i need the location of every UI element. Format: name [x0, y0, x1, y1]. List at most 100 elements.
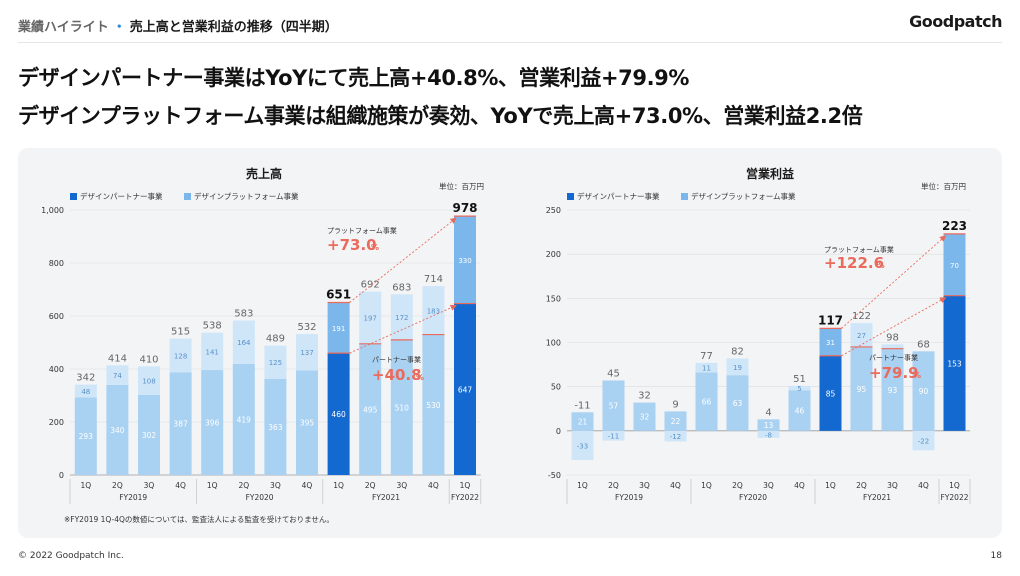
chart2-bar-partner: [602, 380, 625, 431]
chart2-total-label: 117: [818, 313, 843, 327]
chart2-data-label-partner: 13: [764, 421, 774, 430]
chart2-total-label: 223: [942, 219, 967, 233]
chart2-unit-label: 単位：百万円: [921, 181, 966, 191]
chart1-category-label: 2Q: [365, 481, 376, 490]
chart1-bar-platform: [74, 384, 97, 398]
chart2-bar-partner: [757, 419, 780, 431]
chart2-data-label-platform: -12: [670, 433, 681, 441]
chart2-category-label: 4Q: [670, 481, 681, 490]
chart1-data-label-partner: 460: [331, 410, 346, 419]
chart1-bar-partner: [138, 394, 160, 475]
chart1-bar-partner: [296, 370, 318, 475]
chart2-ytick-label: 150: [546, 294, 561, 303]
chart1-data-label-partner: 302: [142, 431, 157, 440]
chart2-data-label-partner: 57: [609, 402, 619, 411]
chart2-annotation-label: プラットフォーム事業: [824, 245, 894, 254]
chart1-data-label-platform: 197: [364, 315, 377, 323]
chart1-category-label: 1Q: [460, 481, 471, 490]
chart2-data-label-partner: 153: [947, 359, 962, 368]
chart1-category-label: 3Q: [270, 481, 281, 490]
chart2-category-label: 4Q: [918, 481, 929, 490]
chart1-bar-partner: [169, 372, 192, 475]
chart1-bar-partner: [74, 397, 97, 475]
chart1-bar-platform: [138, 366, 160, 395]
chart2-bar-partner: [695, 372, 718, 431]
chart1-data-label-partner: 363: [268, 423, 283, 432]
chart1-category-label: 4Q: [428, 481, 439, 490]
chart2-data-label-partner: 46: [795, 407, 805, 416]
chart1-data-label-platform: 164: [237, 339, 251, 347]
chart1-unit-label: 単位：百万円: [439, 181, 484, 191]
chart2-group-label: FY2021: [863, 493, 891, 502]
chart2-annotation-unit: %: [913, 371, 921, 380]
chart1-ytick-label: 400: [49, 365, 64, 374]
chart1-bar-platform: [327, 302, 350, 354]
chart2-bar-platform: [788, 385, 811, 391]
chart2-category-label: 2Q: [732, 481, 743, 490]
chart1-ytick-label: 1,000: [41, 206, 64, 215]
goodpatch-logo: Goodpatch: [909, 12, 1002, 31]
chart1-bar-platform: [422, 286, 445, 335]
chart1-total-label: 414: [108, 353, 127, 364]
chart1-group-label: FY2019: [119, 493, 147, 502]
chart2-data-label-partner: 21: [578, 418, 588, 427]
chart1-data-label-platform: 183: [427, 307, 440, 315]
chart2-bar-platform: [664, 430, 687, 442]
chart1-legend-label: デザインパートナー事業: [80, 191, 163, 201]
chart2-annotation-label: パートナー事業: [869, 353, 918, 362]
chart1-data-label-platform: 330: [458, 257, 471, 265]
chart1-data-label-platform: 48: [81, 388, 90, 396]
chart2-category-label: 2Q: [608, 481, 619, 490]
chart1-bar-platform: [106, 365, 129, 385]
chart2-total-label: 51: [793, 374, 806, 385]
chart2-annotation-unit: %: [877, 261, 885, 270]
chart1-bar-partner: [106, 384, 129, 475]
chart1-total-label: 538: [203, 321, 222, 332]
chart2-total-label: 82: [731, 346, 744, 357]
chart1-data-label-partner: 647: [458, 385, 473, 394]
chart2-bar-partner: [912, 351, 935, 431]
headline-line-1: デザインパートナー事業はYoYにて売上高+40.8%、営業利益+79.9%: [18, 66, 690, 90]
chart2-data-label-partner: 32: [640, 413, 650, 422]
chart2-category-label: 1Q: [949, 481, 960, 490]
chart1-data-label-platform: 74: [113, 372, 122, 380]
chart2-bar-partner: [881, 348, 904, 431]
chart2-data-label-partner: 63: [733, 399, 743, 408]
chart1-group-label: FY2021: [372, 493, 400, 502]
chart1-category-label: 1Q: [80, 481, 91, 490]
chart2-bar-partner: [571, 412, 594, 431]
chart2-total-label: 77: [700, 351, 713, 362]
chart1-data-label-partner: 530: [426, 401, 441, 410]
chart1-annotation-value: +73.0: [327, 236, 377, 254]
chart1-bar-platform: [296, 334, 318, 371]
chart1-category-label: 2Q: [112, 481, 123, 490]
chart1-data-label-platform: 137: [300, 349, 313, 357]
chart2-bar-platform: [819, 328, 842, 356]
chart2-data-label-partner: 85: [826, 389, 836, 398]
chart2-legend-swatch: [681, 193, 688, 200]
chart1-legend-swatch: [184, 193, 191, 200]
chart2-bar-partner: [943, 295, 966, 431]
chart2-bar-platform: [912, 430, 935, 451]
chart1-bar-platform: [169, 338, 192, 373]
chart1-bar-partner: [327, 353, 350, 475]
chart1-data-label-partner: 419: [237, 415, 252, 424]
chart1-data-label-partner: 340: [110, 426, 125, 435]
chart2-bar-partner: [850, 346, 873, 431]
chart2-bar-partner: [819, 355, 842, 431]
chart1-category-label: 1Q: [333, 481, 344, 490]
chart1-data-label-platform: 128: [174, 352, 187, 360]
chart1-total-label: 342: [76, 373, 95, 384]
chart1-bar-platform: [232, 320, 255, 364]
chart2-category-label: 1Q: [701, 481, 712, 490]
chart2-ytick-label: 100: [546, 339, 561, 348]
separator-dot: ・: [112, 20, 126, 35]
chart2-group-label: FY2020: [739, 493, 767, 502]
chart2-legend-swatch: [567, 193, 574, 200]
chart1-bar-platform: [201, 332, 224, 371]
chart2-bar-platform: [571, 430, 594, 460]
chart2-group-label: FY2022: [941, 493, 969, 502]
chart1-total-label: 714: [424, 274, 443, 285]
chart1-growth-arrow-partner: [349, 304, 457, 354]
